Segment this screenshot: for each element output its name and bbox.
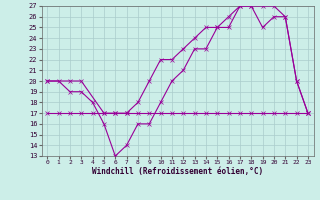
X-axis label: Windchill (Refroidissement éolien,°C): Windchill (Refroidissement éolien,°C) [92,167,263,176]
